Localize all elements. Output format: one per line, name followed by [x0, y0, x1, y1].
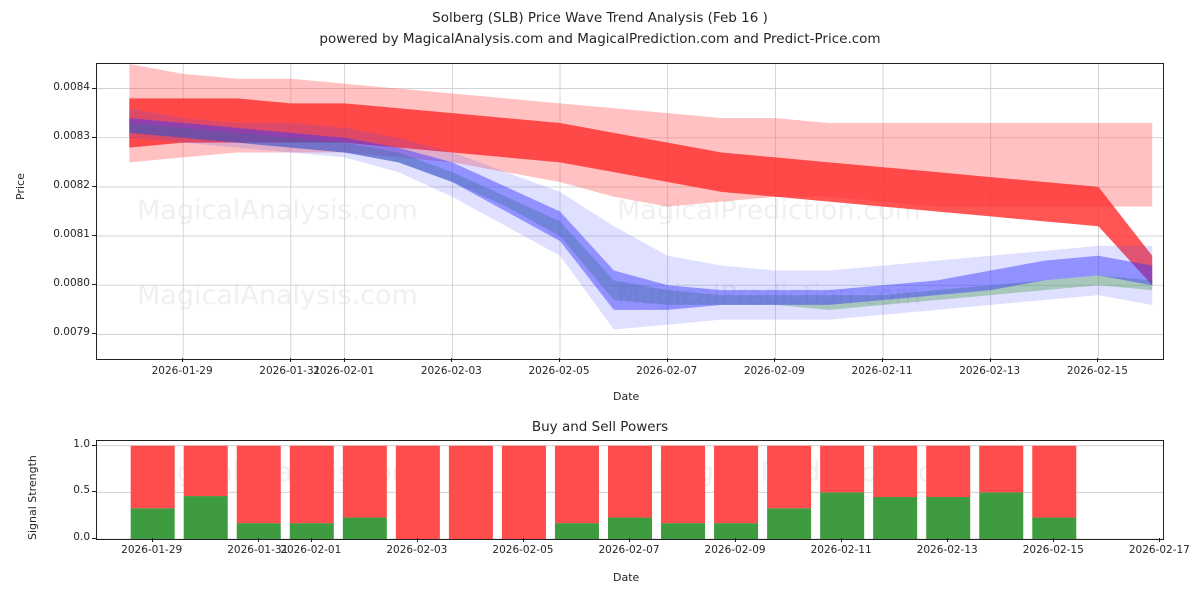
x-tick-date-bottom: 2026-02-03	[386, 544, 448, 556]
y-tick-signal: 0.0	[73, 531, 90, 543]
x-tick-date-bottom: 2026-02-09	[704, 544, 766, 556]
x-tick-date-bottom: 2026-01-31	[227, 544, 289, 556]
chart-title-line1: Solberg (SLB) Price Wave Trend Analysis …	[432, 10, 768, 26]
price-axis-label: Price	[14, 173, 27, 200]
x-tick-date-bottom: 2026-01-29	[121, 544, 183, 556]
svg-text:MagicalAnalysis.com: MagicalAnalysis.com	[137, 280, 418, 311]
y-tick-price: 0.0079	[53, 326, 90, 339]
date-axis-label-bottom: Date	[613, 571, 640, 584]
x-tick-date: 2026-02-01	[313, 365, 375, 377]
x-tick-date-bottom: 2026-02-17	[1128, 544, 1190, 556]
y-tick-price: 0.0082	[53, 178, 90, 191]
x-tick-date-bottom: 2026-02-11	[810, 544, 872, 556]
x-tick-date: 2026-02-07	[636, 365, 698, 377]
price-wave-chart: MagicalAnalysis.com MagicalPrediction.com…	[96, 63, 1164, 360]
x-tick-date-bottom: 2026-02-05	[492, 544, 554, 556]
x-tick-date: 2026-02-03	[420, 365, 482, 377]
x-tick-date: 2026-01-31	[259, 365, 321, 377]
x-tick-date-bottom: 2026-02-01	[280, 544, 342, 556]
buy-sell-title: Buy and Sell Powers	[531, 419, 669, 435]
signal-strength-axis-label: Signal Strength	[26, 455, 39, 540]
y-tick-price: 0.0084	[53, 80, 90, 93]
y-tick-price: 0.0080	[53, 277, 90, 290]
y-tick-signal: 1.0	[73, 437, 90, 450]
date-axis-label-top: Date	[613, 390, 640, 403]
svg-text:MagicalAnalysis.com: MagicalAnalysis.com	[137, 195, 418, 226]
y-tick-price: 0.0081	[53, 228, 90, 241]
x-tick-date: 2026-02-05	[528, 365, 590, 377]
x-tick-date: 2026-02-11	[851, 365, 913, 377]
x-tick-date-bottom: 2026-02-15	[1022, 544, 1084, 556]
y-tick-price: 0.0083	[53, 129, 90, 142]
y-tick-signal: 0.5	[73, 484, 90, 497]
x-tick-date: 2026-02-15	[1066, 365, 1128, 377]
x-tick-date-bottom: 2026-02-07	[598, 544, 660, 556]
chart-title-line2: powered by MagicalAnalysis.com and Magic…	[319, 31, 881, 47]
x-tick-date: 2026-02-13	[959, 365, 1021, 377]
x-tick-date: 2026-01-29	[151, 365, 213, 377]
x-tick-date-bottom: 2026-02-13	[916, 544, 978, 556]
x-tick-date: 2026-02-09	[743, 365, 805, 377]
